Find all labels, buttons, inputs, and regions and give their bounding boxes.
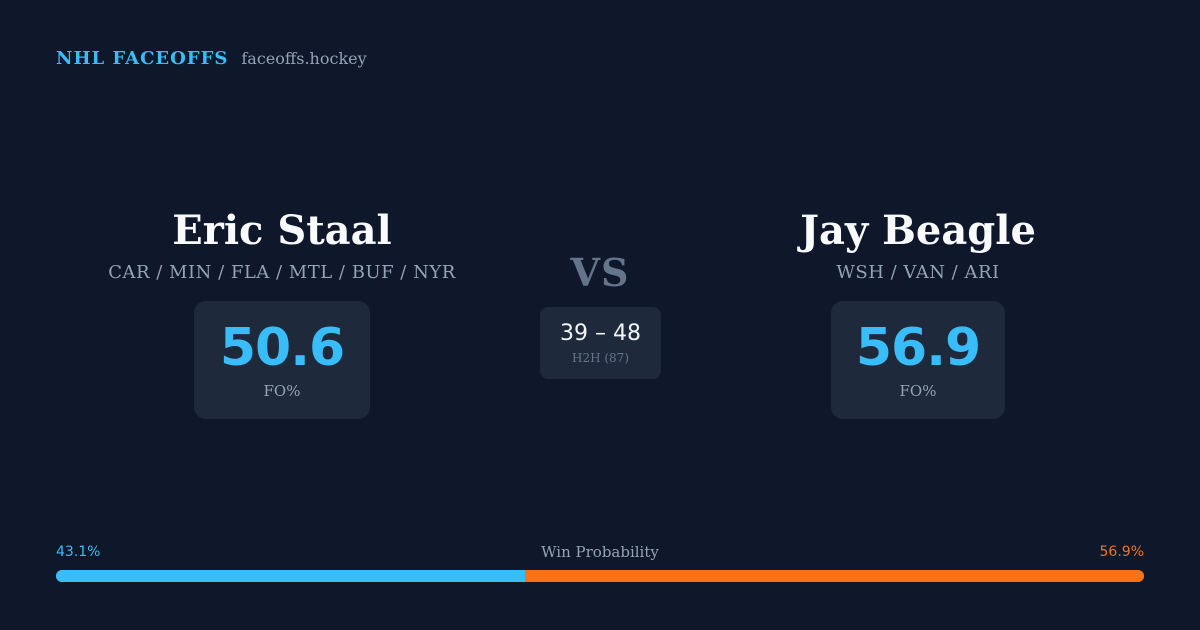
player-left-name: Eric Staal (172, 207, 392, 254)
win-prob-right-label: 56.9% (1099, 544, 1144, 560)
player-right-fo-card: 56.9 FO% (831, 301, 1005, 419)
player-right-name: Jay Beagle (800, 207, 1036, 254)
player-left-fo-value: 50.6 (219, 318, 345, 378)
win-prob-title: Win Probability (541, 543, 659, 561)
h2h-score: 39 – 48 (560, 321, 641, 346)
brand-header: NHL FACEOFFS faceoffs.hockey (56, 48, 367, 69)
player-right: Jay Beagle WSH / VAN / ARI 56.9 FO% (688, 206, 1148, 419)
win-prob-right-fill (524, 570, 1144, 582)
player-right-fo-value: 56.9 (855, 318, 981, 378)
player-right-fo-label: FO% (899, 382, 937, 400)
player-left: Eric Staal CAR / MIN / FLA / MTL / BUF /… (52, 206, 512, 419)
brand-url[interactable]: faceoffs.hockey (241, 49, 367, 68)
vs-label: VS (570, 250, 630, 295)
player-left-fo-label: FO% (263, 382, 301, 400)
player-right-teams: WSH / VAN / ARI (836, 262, 1000, 283)
brand-name[interactable]: NHL FACEOFFS (56, 48, 229, 69)
win-prob-left-fill (56, 570, 525, 582)
h2h-label: H2H (87) (571, 351, 629, 365)
player-left-fo-card: 50.6 FO% (194, 301, 370, 419)
h2h-card: 39 – 48 H2H (87) (540, 307, 661, 379)
win-prob-left-label: 43.1% (56, 544, 101, 560)
player-left-teams: CAR / MIN / FLA / MTL / BUF / NYR (108, 262, 456, 283)
win-probability-bar (56, 570, 1144, 582)
